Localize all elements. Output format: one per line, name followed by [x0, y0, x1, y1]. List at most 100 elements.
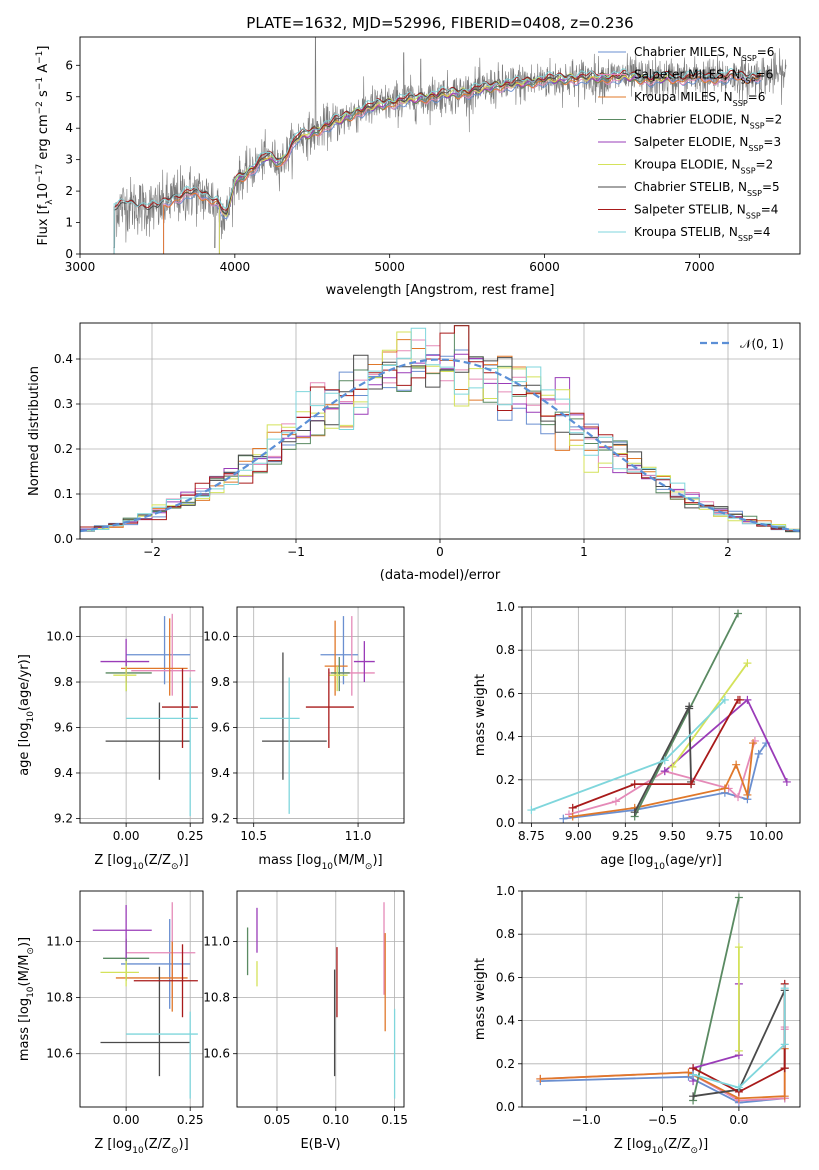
histogram-kroupa_stelib — [80, 327, 800, 532]
y-tick-label: 9.6 — [211, 721, 230, 735]
y-tick-label: 0.4 — [496, 730, 515, 744]
x-tick-label: 9.50 — [659, 829, 686, 843]
y-axis-label-part: 10 — [26, 986, 36, 998]
mass_weight_vs_z-plot-area — [536, 893, 789, 1107]
axes-frame — [79, 36, 801, 255]
y-tick-label: 9.4 — [54, 766, 73, 780]
y-tick-label: 2 — [65, 184, 73, 198]
x-tick-label: 5000 — [374, 260, 405, 274]
y-axis-label: mass weight — [473, 958, 488, 1040]
legend-value: =4 — [753, 225, 771, 239]
mass-weight-marker — [780, 1064, 789, 1073]
y-tick-label: 0.2 — [54, 442, 73, 456]
mass-weight-marker — [568, 812, 577, 821]
y-tick-label: 0.6 — [496, 686, 515, 700]
legend-value: =2 — [756, 158, 774, 172]
x-tick-label: 9.00 — [565, 829, 592, 843]
legend-entry-kroupa_stelib: Kroupa STELIB, NSSP=4 — [634, 225, 771, 243]
x-tick-label: 10.00 — [749, 829, 783, 843]
y-axis-label-part: )] — [17, 937, 32, 947]
mass-weight-marker — [780, 984, 789, 993]
y-axis-label: age [log10(age/yr)] — [17, 654, 36, 776]
x-axis-label-part: Z [log — [94, 853, 132, 868]
legend-subscript: SSP — [733, 99, 748, 108]
error-bar-point-kroupa_elodie — [100, 961, 139, 987]
mass-weight-line-chabrier_miles — [540, 1075, 785, 1104]
x-tick-label: 0.10 — [322, 1113, 349, 1127]
y-tick-label: 11.0 — [46, 934, 73, 948]
model-fit-line-kroupa_stelib — [113, 68, 762, 254]
x-tick-label: 0.00 — [113, 829, 140, 843]
axes-frame — [521, 890, 801, 1108]
legend-label: Salpeter STELIB, N — [634, 203, 746, 217]
legend-value: =6 — [748, 90, 766, 104]
x-tick-label: 0.05 — [264, 1113, 291, 1127]
legend-entry-kroupa_elodie: Kroupa ELODIE, NSSP=2 — [634, 158, 773, 176]
y-tick-label: 0.1 — [54, 487, 73, 501]
x-axis-label-part: (age/yr)] — [665, 853, 722, 868]
x-axis-label-part: ⊙ — [365, 862, 373, 872]
legend-entry-normal: 𝒩(0, 1) — [740, 337, 784, 351]
legend-subscript: SSP — [741, 166, 756, 175]
x-tick-label: 1 — [580, 545, 588, 559]
y-tick-label: 6 — [65, 58, 73, 72]
y-tick-label: 0 — [65, 247, 73, 261]
x-axis-label-part: 10 — [652, 1146, 664, 1156]
y-tick-label: 1.0 — [496, 884, 515, 898]
residuals-panel: −2 −1 0 1 2 0.0 0.1 0.2 0.3 0.4 — [54, 322, 801, 559]
model-fit-line-salpeter_elodie — [218, 73, 669, 254]
x-axis-label: Z [log10(Z/Z⊙)] — [94, 1137, 188, 1156]
x-axis-label-part: E(B-V) — [300, 1137, 340, 1152]
x-axis-label-part: 10 — [132, 1146, 144, 1156]
error-bar-point-kroupa_stelib — [126, 677, 198, 817]
error-bar-point-kroupa_elodie — [328, 666, 348, 692]
x-tick-label: 4000 — [220, 260, 251, 274]
x-tick-label: 9.25 — [612, 829, 639, 843]
error-bar-point-salpeter_elodie — [92, 905, 152, 959]
mass-weight-marker — [743, 695, 752, 704]
y-tick-label: 0.2 — [496, 1057, 515, 1071]
x-tick-label: −1.0 — [572, 1113, 601, 1127]
x-axis-label-part: mass [log — [258, 853, 321, 868]
x-tick-label: 3000 — [65, 260, 96, 274]
y-tick-label: 10.6 — [203, 1047, 230, 1061]
normal-distribution-curve — [80, 358, 800, 533]
mass-weight-marker — [734, 793, 743, 802]
x-axis-label-part: age [log — [600, 853, 653, 868]
legend-subscript: SSP — [742, 54, 757, 63]
mass-weight-marker — [687, 780, 696, 789]
legend-label: Chabrier MILES, N — [634, 45, 742, 59]
x-tick-label: 11.0 — [345, 829, 372, 843]
x-tick-label: 0.15 — [381, 1113, 408, 1127]
y-axis-label-part: 10 — [26, 711, 36, 723]
model-fit-line-kroupa_elodie — [218, 72, 669, 254]
error-bar-point-kroupa_miles — [324, 620, 348, 696]
y-axis-label-part: mass [log — [17, 998, 32, 1061]
mass-weight-marker — [780, 1040, 789, 1049]
x-tick-label: 0.25 — [177, 829, 204, 843]
mass-weight-marker — [660, 756, 669, 765]
y-tick-label: 10.6 — [46, 1047, 73, 1061]
error-bar-point-salpeter_elodie — [353, 641, 375, 683]
y-tick-label: 9.2 — [211, 811, 230, 825]
y-axis-label-part: age [log — [17, 723, 32, 776]
legend-value: =6 — [756, 68, 774, 82]
error-bar-point-salpeter_stelib — [133, 944, 198, 1018]
x-tick-label: −1 — [287, 545, 305, 559]
x-axis-label-part: 10 — [132, 862, 144, 872]
mass-weight-marker — [732, 760, 741, 769]
legend-label: Kroupa ELODIE, N — [634, 158, 741, 172]
y-axis-label-part: 10 — [36, 183, 51, 200]
axes-frame — [236, 606, 405, 824]
x-tick-label: −0.5 — [648, 1113, 677, 1127]
mass-weight-line-salpeter_miles — [568, 740, 756, 816]
spectrum-plot-area — [113, 37, 787, 254]
error-bar-point-chabrier_stelib — [105, 702, 191, 780]
y-tick-label: 0.0 — [54, 532, 73, 546]
legend-label: Chabrier ELODIE, N — [634, 113, 750, 127]
y-tick-label: 10.0 — [203, 630, 230, 644]
legend-entry-kroupa_miles: Kroupa MILES, NSSP=6 — [634, 90, 765, 108]
spectrum-panel: 3000 4000 5000 6000 7000 0 1 2 3 4 5 6 — [65, 36, 801, 274]
y-axis-label-part: Flux [f — [36, 204, 51, 245]
